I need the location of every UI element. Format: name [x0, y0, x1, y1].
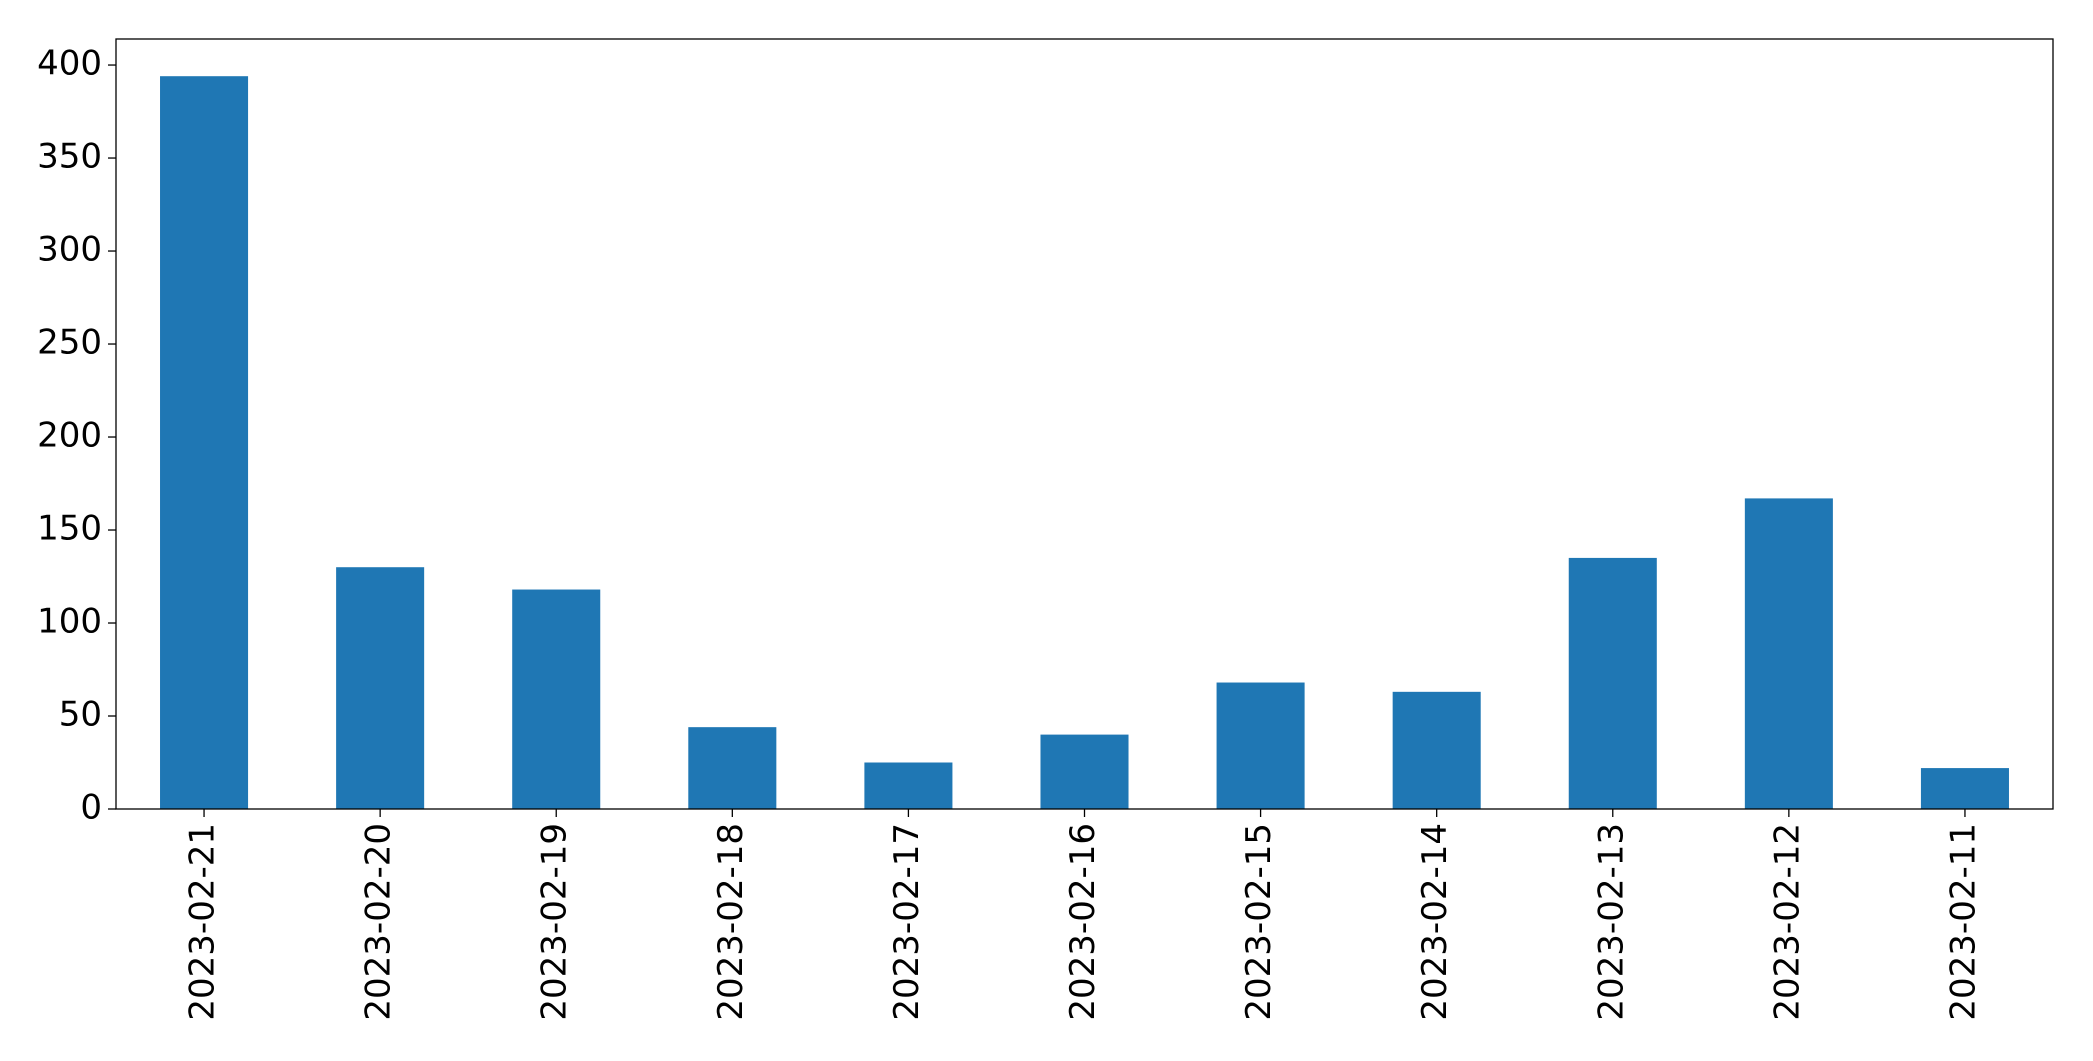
y-tick-label: 300	[37, 230, 102, 270]
x-tick-label: 2023-02-16	[1063, 823, 1103, 1021]
bar	[1216, 682, 1305, 809]
x-tick-label: 2023-02-14	[1415, 823, 1455, 1021]
bar	[336, 567, 425, 809]
bar	[864, 762, 953, 809]
bar	[1392, 691, 1481, 809]
y-tick-label: 0	[80, 788, 102, 828]
bar	[1568, 557, 1657, 809]
bar	[1040, 734, 1129, 809]
x-tick-label: 2023-02-20	[359, 823, 399, 1021]
x-tick-label: 2023-02-13	[1591, 823, 1631, 1021]
x-tick-label: 2023-02-21	[183, 823, 223, 1021]
bar	[160, 76, 249, 810]
bar	[512, 589, 601, 809]
bar	[1920, 768, 2009, 809]
y-tick-label: 150	[37, 509, 102, 549]
y-tick-label: 200	[37, 416, 102, 456]
x-tick-label: 2023-02-19	[535, 823, 575, 1021]
bar	[1744, 498, 1833, 809]
x-tick-label: 2023-02-18	[711, 823, 751, 1021]
x-tick-label: 2023-02-12	[1767, 823, 1807, 1021]
y-tick-label: 100	[37, 602, 102, 642]
x-tick-label: 2023-02-17	[887, 823, 927, 1021]
bar	[688, 727, 777, 809]
y-tick-label: 50	[59, 695, 102, 735]
x-tick-label: 2023-02-11	[1943, 823, 1983, 1021]
y-tick-label: 350	[37, 137, 102, 177]
x-tick-label: 2023-02-15	[1239, 823, 1279, 1021]
y-tick-label: 250	[37, 323, 102, 363]
y-tick-label: 400	[37, 44, 102, 84]
